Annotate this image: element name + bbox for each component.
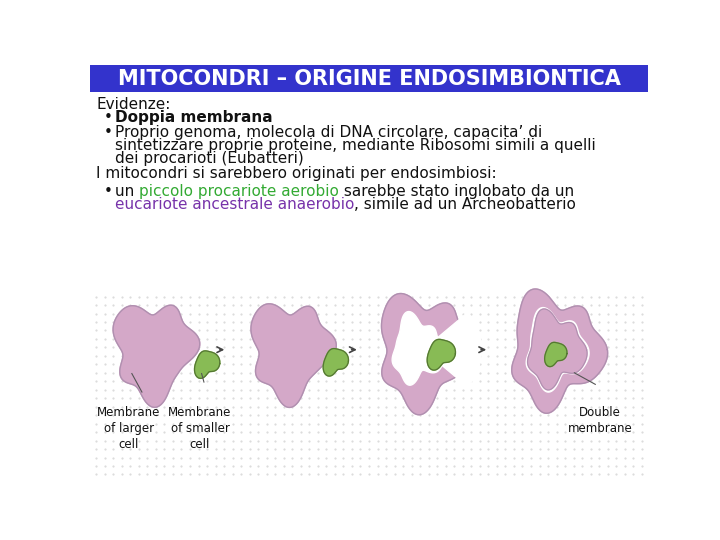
Text: MITOCONDRI – ORIGINE ENDOSIMBIONTICA: MITOCONDRI – ORIGINE ENDOSIMBIONTICA bbox=[117, 69, 621, 89]
Polygon shape bbox=[382, 294, 477, 415]
Text: sintetizzare proprie proteine, mediante Ribosomi simili a quelli: sintetizzare proprie proteine, mediante … bbox=[114, 138, 595, 153]
Polygon shape bbox=[544, 342, 567, 367]
Text: •: • bbox=[104, 184, 113, 199]
Text: Evidenze:: Evidenze: bbox=[96, 97, 171, 112]
Text: Proprio genoma, molecola di DNA circolare, capacita’ di: Proprio genoma, molecola di DNA circolar… bbox=[114, 125, 542, 140]
Text: Membrane
of smaller
cell: Membrane of smaller cell bbox=[168, 406, 232, 451]
Text: Doppia membrana: Doppia membrana bbox=[114, 110, 272, 125]
Polygon shape bbox=[113, 305, 199, 407]
Text: •: • bbox=[104, 110, 113, 125]
Text: I mitocondri si sarebbero originati per endosimbiosi:: I mitocondri si sarebbero originati per … bbox=[96, 166, 497, 181]
Polygon shape bbox=[526, 308, 589, 392]
Bar bbox=[90, 65, 648, 92]
Text: , simile ad un Archeobatterio: , simile ad un Archeobatterio bbox=[354, 197, 576, 212]
Text: eucariote ancestrale anaerobio: eucariote ancestrale anaerobio bbox=[114, 197, 354, 212]
Text: un: un bbox=[114, 184, 139, 199]
Text: dei procarioti (Eubatteri): dei procarioti (Eubatteri) bbox=[114, 151, 304, 166]
Text: Double
membrane: Double membrane bbox=[567, 406, 632, 435]
Polygon shape bbox=[194, 351, 220, 379]
Polygon shape bbox=[512, 289, 608, 413]
Text: •: • bbox=[104, 125, 113, 140]
Polygon shape bbox=[528, 309, 587, 390]
Text: Membrane
of larger
cell: Membrane of larger cell bbox=[97, 406, 161, 451]
Polygon shape bbox=[323, 348, 348, 376]
Text: piccolo procariote aerobio: piccolo procariote aerobio bbox=[139, 184, 339, 199]
Polygon shape bbox=[251, 304, 336, 407]
Text: sarebbe stato inglobato da un: sarebbe stato inglobato da un bbox=[339, 184, 574, 199]
Polygon shape bbox=[423, 313, 482, 387]
Polygon shape bbox=[427, 339, 456, 370]
Polygon shape bbox=[392, 312, 445, 385]
